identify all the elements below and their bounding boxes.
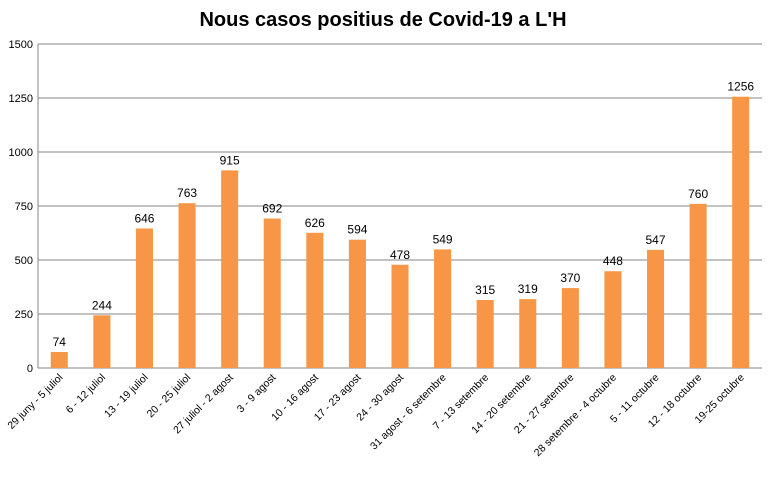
y-tick-label: 1250 (9, 93, 33, 105)
data-label: 1256 (727, 80, 754, 94)
bar (178, 203, 196, 368)
y-tick-label: 1000 (9, 147, 33, 159)
y-tick-label: 0 (27, 363, 33, 375)
bar (306, 232, 324, 368)
bar (391, 264, 409, 368)
data-label: 74 (53, 335, 67, 349)
x-tick-label: 3 - 9 agost (235, 372, 279, 416)
bar (434, 249, 452, 368)
data-label: 478 (390, 248, 410, 262)
y-tick-label: 250 (15, 309, 33, 321)
data-label: 319 (518, 282, 538, 296)
bar (93, 315, 111, 368)
data-labels: 74 244 646 763 915 692 626 594 478 549 315 319 370 44… (53, 80, 755, 349)
x-tick-label: 28 setembre - 4 octubre (532, 372, 619, 459)
bar (348, 239, 366, 368)
bar (732, 96, 750, 368)
bar (604, 271, 622, 368)
y-tick-label: 500 (15, 255, 33, 267)
data-label: 315 (475, 283, 495, 297)
bar (135, 228, 153, 368)
y-axis: 0 250 500 750 1000 1250 1500 (9, 39, 39, 375)
bar (519, 299, 537, 368)
data-label: 370 (560, 271, 580, 285)
data-label: 549 (433, 232, 453, 246)
data-label: 915 (220, 153, 240, 167)
bar (689, 203, 707, 368)
x-tick-label: 29 juny - 5 juliol (5, 372, 65, 432)
data-label: 692 (262, 202, 282, 216)
data-label: 626 (305, 216, 325, 230)
chart-title: Nous casos positius de Covid-19 a L'H (199, 9, 566, 31)
bar (50, 352, 68, 368)
y-tick-label: 1500 (9, 39, 33, 51)
data-label: 244 (92, 298, 112, 312)
bar (221, 170, 239, 368)
data-label: 646 (134, 211, 154, 225)
gridlines (38, 43, 762, 369)
bar (647, 249, 665, 368)
x-tick-label: 31 agost - 6 setembre (368, 372, 449, 453)
bar (476, 299, 494, 368)
bars (50, 96, 750, 368)
bar (263, 218, 281, 368)
bar (561, 288, 579, 368)
x-tick-label: 6 - 12 juliol (64, 372, 108, 416)
data-label: 547 (646, 233, 666, 247)
data-label: 760 (688, 187, 708, 201)
data-label: 763 (177, 186, 197, 200)
data-label: 594 (347, 223, 367, 237)
y-tick-label: 750 (15, 201, 33, 213)
x-tick-label: 13 - 19 juliol (102, 372, 151, 421)
data-label: 448 (603, 254, 623, 268)
